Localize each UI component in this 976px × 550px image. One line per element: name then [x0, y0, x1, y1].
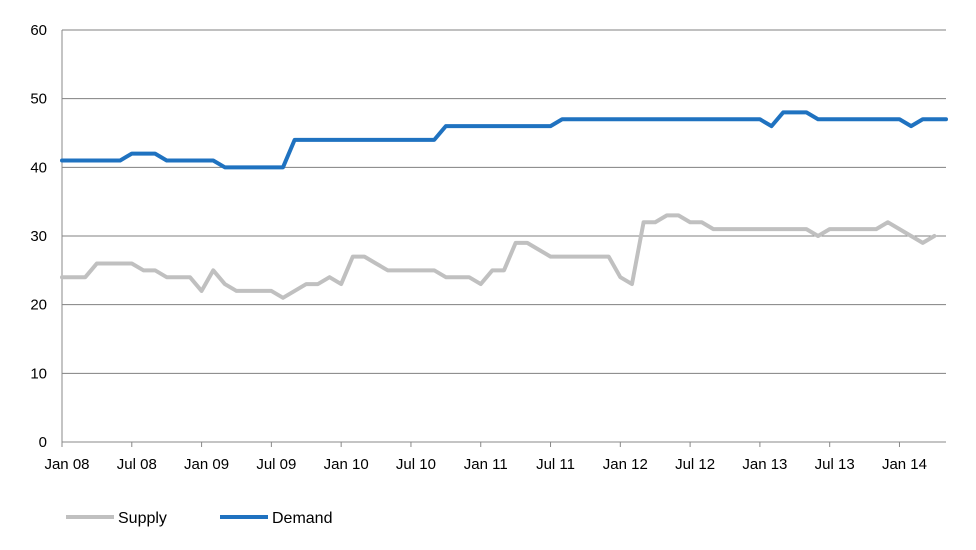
- legend-label-supply: Supply: [118, 510, 167, 527]
- x-tick-label: Jan 08: [44, 456, 89, 473]
- y-axis-ticks: 0 10 20 30 40 50 60: [30, 22, 47, 451]
- y-tick-label: 0: [39, 434, 47, 451]
- legend: Supply Demand: [66, 510, 332, 527]
- x-axis-ticks: Jan 08 Jul 08 Jan 09 Jul 09 Jan 10 Jul 10 Jan …: [44, 442, 927, 473]
- series-line-supply: [60, 213, 937, 300]
- x-tick-label: Jul 11: [536, 456, 575, 473]
- x-tick-label: Jan 14: [882, 456, 927, 473]
- x-tick-label: Jul 10: [396, 456, 436, 473]
- x-tick-label: Jul 12: [675, 456, 715, 473]
- x-tick-label: Jul 13: [815, 456, 855, 473]
- x-tick-label: Jul 09: [256, 456, 296, 473]
- y-tick-label: 30: [30, 228, 47, 245]
- y-tick-label: 40: [30, 159, 47, 176]
- y-tick-label: 50: [30, 91, 47, 108]
- series-line-demand: [60, 110, 948, 170]
- y-tick-label: 20: [30, 297, 47, 314]
- gridlines: [62, 29, 946, 374]
- series-lines: [60, 110, 948, 300]
- x-tick-label: Jul 08: [117, 456, 157, 473]
- x-tick-label: Jan 11: [464, 456, 508, 473]
- legend-label-demand: Demand: [272, 510, 332, 527]
- x-tick-label: Jan 12: [603, 456, 648, 473]
- y-tick-label: 60: [30, 22, 47, 39]
- x-tick-label: Jan 10: [324, 456, 369, 473]
- x-tick-label: Jan 13: [742, 456, 787, 473]
- x-tick-label: Jan 09: [184, 456, 229, 473]
- y-tick-label: 10: [30, 365, 47, 382]
